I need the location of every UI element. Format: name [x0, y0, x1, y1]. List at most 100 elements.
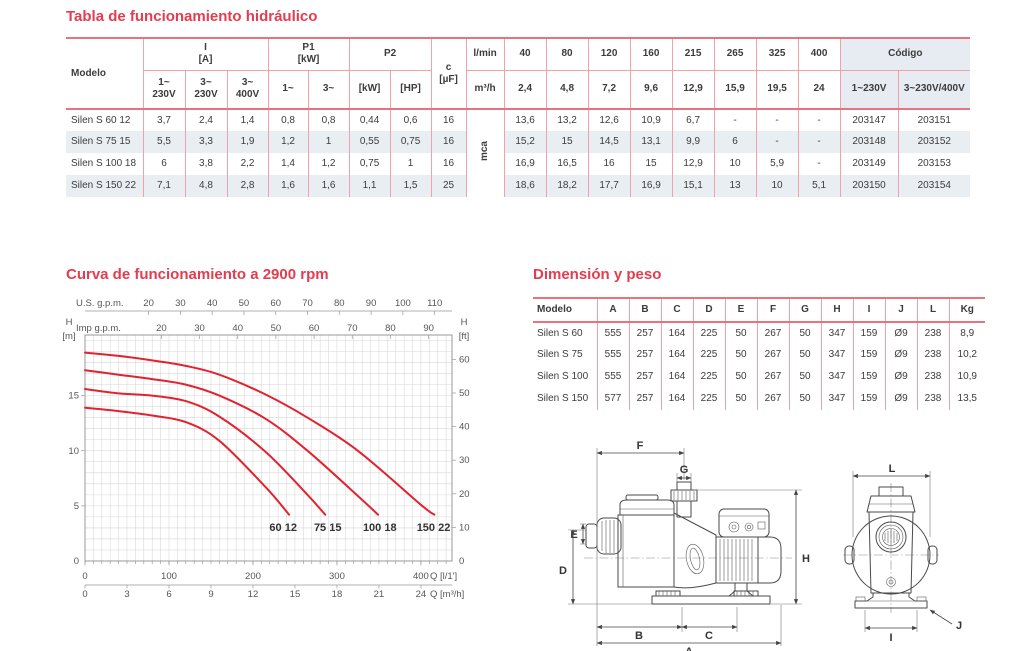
svg-text:40: 40 — [459, 422, 470, 433]
code-cell: 203149 — [839, 153, 899, 175]
dimension-cell: 238 — [916, 322, 950, 344]
dimensions-table-row: Silen S 150 577 257 164 225 50 267 50 347 159 Ø9 23… — [533, 388, 985, 410]
side-view-dimensions: F G E D H B C A — [559, 440, 810, 651]
dimension-cell: 347 — [820, 344, 854, 366]
svg-text:0: 0 — [82, 571, 87, 582]
head-value-cell: - — [797, 109, 841, 131]
p1-cell: 1 — [307, 131, 350, 153]
mca-unit-cell: mca — [465, 109, 505, 197]
col-header-code-tri: 3~230V/400V — [897, 70, 971, 110]
col-header-1-230v: 1~ 230V — [143, 70, 186, 110]
svg-text:200: 200 — [245, 571, 261, 582]
dim-col-header: Kg — [948, 297, 985, 323]
svg-text:Imp g.p.m.: Imp g.p.m. — [76, 323, 121, 334]
discharge-port — [676, 481, 692, 491]
dimension-cell: 555 — [596, 344, 630, 366]
axis-ticks — [81, 311, 456, 589]
hydraulic-table-row: Silen S 150 22 7,1 4,8 2,8 1,6 1,6 1,1 1,5 25 18,… — [66, 175, 971, 197]
head-value-cell: 13 — [713, 175, 757, 197]
dimension-cell: 50 — [788, 322, 822, 344]
svg-text:40: 40 — [207, 298, 218, 309]
dimension-cell: 257 — [628, 366, 662, 388]
pump-front-view — [843, 483, 939, 613]
p1-cell: 1,2 — [267, 131, 309, 153]
head-value-cell: 14,5 — [587, 131, 631, 153]
dim-label-b: B — [635, 630, 643, 642]
hydraulic-table-row: Silen S 60 12 3,7 2,4 1,4 0,8 0,8 0,44 0,6 16 mca… — [66, 109, 971, 197]
code-cell: 203147 — [839, 109, 899, 131]
code-cell: 203154 — [897, 175, 971, 197]
svg-text:60: 60 — [270, 298, 281, 309]
svg-text:[ft]: [ft] — [459, 331, 470, 342]
dimension-cell: 50 — [788, 388, 822, 410]
current-cell: 2,4 — [184, 109, 228, 131]
col-header-p1-tri: 3~ — [307, 70, 350, 110]
svg-text:70: 70 — [347, 323, 358, 334]
p2-cell: 0,55 — [348, 131, 391, 153]
head-value-cell: 16,9 — [629, 175, 673, 197]
dim-col-header: H — [820, 297, 854, 323]
head-value-cell: 10 — [755, 175, 799, 197]
dimension-cell: 164 — [660, 366, 694, 388]
flow-header-m3h: 4,8 — [545, 70, 589, 110]
hydraulic-table-title: Tabla de funcionamiento hidráulico — [66, 8, 318, 25]
strainer-cap — [596, 517, 622, 555]
current-cell: 2,2 — [226, 153, 269, 175]
current-cell: 4,8 — [184, 175, 228, 197]
svg-text:300: 300 — [329, 571, 345, 582]
svg-text:0: 0 — [74, 556, 79, 567]
side-port-right — [927, 545, 938, 565]
dimension-cell: 225 — [692, 344, 726, 366]
flow-header-m3h: 12,9 — [671, 70, 715, 110]
dimension-cell: Ø9 — [884, 388, 918, 410]
dimension-cell: 159 — [852, 322, 886, 344]
flow-header-m3h: 7,2 — [587, 70, 631, 110]
head-value-cell: - — [755, 131, 799, 153]
dimension-cell: 50 — [724, 344, 758, 366]
svg-text:30: 30 — [194, 323, 205, 334]
head-value-cell: 18,2 — [545, 175, 589, 197]
dimension-cell: 267 — [756, 366, 790, 388]
dimension-cell: 257 — [628, 388, 662, 410]
pump-curve-60-12 — [84, 406, 291, 516]
dim-label-a: A — [685, 646, 693, 651]
model-name-cell: Silen S 75 15 — [66, 131, 144, 153]
curve-chart-title: Curva de funcionamiento a 2900 rpm — [66, 266, 329, 283]
dim-col-header: F — [756, 297, 790, 323]
flow-header-lmin: 40 — [503, 37, 547, 71]
head-value-cell: 15,2 — [503, 131, 547, 153]
current-cell: 2,8 — [226, 175, 269, 197]
dim-col-header: J — [884, 297, 918, 323]
flow-header-m3h: 24 — [797, 70, 841, 110]
current-cell: 3,3 — [184, 131, 228, 153]
dimension-cell: 347 — [820, 366, 854, 388]
svg-text:5: 5 — [74, 501, 79, 512]
dimension-cell: Ø9 — [884, 366, 918, 388]
capacitor-cell: 25 — [430, 175, 467, 197]
hydraulic-table-row: Silen S 100 18 6 3,8 2,2 1,4 1,2 0,75 1 16 16,9 16… — [66, 153, 971, 175]
dimension-cell: Silen S 150 — [533, 388, 598, 410]
dimension-cell: 50 — [724, 322, 758, 344]
curve-label: 75 15 — [314, 522, 342, 534]
dim-col-header: B — [628, 297, 662, 323]
svg-text:110: 110 — [427, 298, 442, 309]
dimension-cell: 257 — [628, 322, 662, 344]
dimension-cell: 8,9 — [948, 322, 985, 344]
dimensions-table-row: Silen S 100 555 257 164 225 50 267 50 347 159 Ø9 23… — [533, 366, 985, 388]
dimension-cell: 159 — [852, 366, 886, 388]
svg-text:18: 18 — [332, 589, 343, 600]
p1-cell: 1,2 — [307, 153, 350, 175]
head-value-cell: 13,2 — [545, 109, 589, 131]
dimension-cell: 164 — [660, 344, 694, 366]
hydraulic-header-row-2: 1~ 230V 3~ 230V 3~ 400V 1~ 3~ [kW] [HP] … — [66, 70, 971, 110]
head-value-cell: 15 — [629, 153, 673, 175]
flow-header-lmin: 120 — [587, 37, 631, 71]
code-cell: 203151 — [897, 109, 971, 131]
dimension-cell: 10,2 — [948, 344, 985, 366]
col-header-p1: P1 [kW] — [267, 37, 350, 71]
head-value-cell: 17,7 — [587, 175, 631, 197]
head-value-cell: 13,6 — [503, 109, 547, 131]
svg-text:20: 20 — [459, 489, 470, 500]
dimension-cell: 13,5 — [948, 388, 985, 410]
plot-border — [84, 334, 453, 562]
